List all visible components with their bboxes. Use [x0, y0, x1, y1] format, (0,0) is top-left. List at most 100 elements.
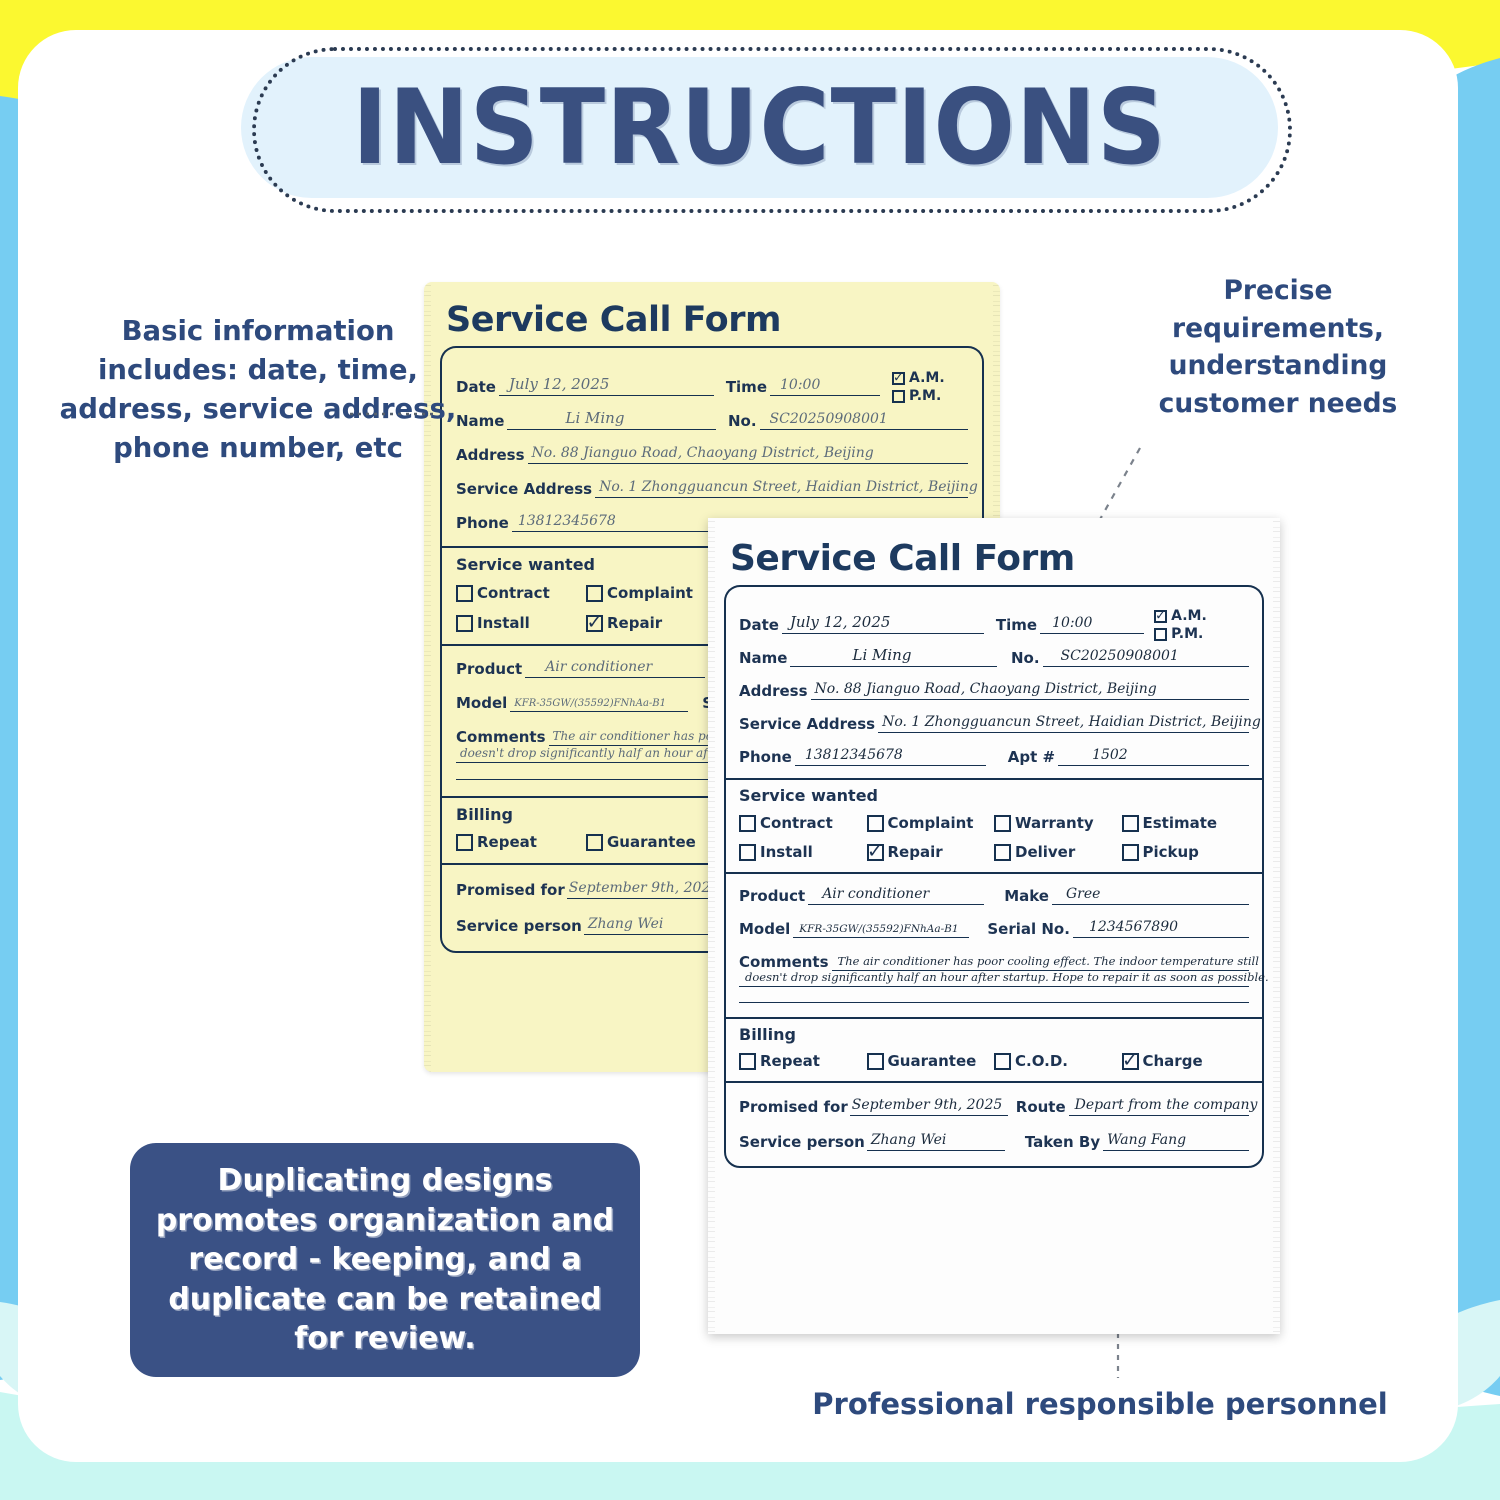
option-repeat[interactable]: Repeat	[456, 833, 586, 851]
option-complaint[interactable]: Complaint	[866, 814, 995, 832]
field-service-address[interactable]: No. 1 Zhongguancun Street, Haidian Distr…	[878, 714, 1261, 733]
field-route[interactable]: Depart from the company	[1068, 1097, 1257, 1116]
field-promised-for[interactable]: September 9th, 2025	[849, 1097, 1008, 1116]
value-time: 10:00	[1052, 615, 1093, 631]
option-guarantee[interactable]: Guarantee	[866, 1052, 995, 1070]
value-service-person: Zhang Wei	[587, 916, 664, 932]
field-product[interactable]: Air conditioner	[525, 659, 706, 678]
checkbox-repair[interactable]: ✓	[866, 842, 884, 861]
option-label: Repair	[887, 843, 943, 861]
option-estimate[interactable]: Estimate	[1121, 814, 1250, 832]
field-no[interactable]: SC20250908001	[1042, 648, 1250, 667]
option-repeat[interactable]: Repeat	[739, 1052, 867, 1070]
field-comments-line2[interactable]: doesn't drop significantly half an hour …	[739, 970, 1269, 987]
option-label: Repair	[607, 614, 663, 632]
checkbox-install[interactable]	[456, 614, 473, 632]
option-label: Contract	[760, 814, 833, 832]
option-c-o-d[interactable]: C.O.D.	[994, 1052, 1122, 1070]
check-glyph: ✓	[586, 611, 603, 634]
label-phone: Phone	[456, 514, 509, 532]
checkbox-install[interactable]	[739, 843, 756, 861]
field-service-person[interactable]: Zhang Wei	[866, 1132, 1005, 1151]
option-install[interactable]: Install	[739, 843, 867, 861]
option-contract[interactable]: Contract	[456, 584, 586, 602]
checkbox-repeat[interactable]	[739, 1052, 756, 1070]
option-label: Guarantee	[887, 1052, 977, 1070]
value-comments-line1: The air conditioner has poor cooling eff…	[837, 954, 1259, 968]
checkbox-c-o-d[interactable]	[994, 1052, 1011, 1070]
field-make[interactable]: Gree	[1051, 886, 1249, 905]
field-comments-line3[interactable]	[739, 1002, 1249, 1003]
section-title-service-wanted: Service wanted	[739, 786, 879, 805]
field-no[interactable]: SC20250908001	[759, 411, 969, 430]
field-apt[interactable]: 1502	[1058, 747, 1249, 766]
option-warranty[interactable]: Warranty	[994, 814, 1122, 832]
checkbox-repeat[interactable]	[456, 833, 473, 851]
option-guarantee[interactable]: Guarantee	[586, 833, 716, 851]
field-address[interactable]: No. 88 Jianguo Road, Chaoyang District, …	[527, 445, 968, 464]
checkbox-complaint[interactable]	[586, 584, 603, 602]
checkbox-pickup[interactable]	[1121, 843, 1139, 861]
option-label: Warranty	[1015, 814, 1094, 832]
section-title-billing: Billing	[456, 805, 513, 824]
field-name[interactable]: Li Ming	[790, 646, 997, 667]
field-service-person[interactable]: Zhang Wei	[583, 916, 720, 935]
checkbox-pm[interactable]	[892, 389, 905, 403]
callout-duplicating-designs: Duplicating designs promotes organizatio…	[130, 1143, 640, 1377]
field-time[interactable]: 10:00	[1040, 615, 1145, 634]
value-product: Air conditioner	[545, 659, 653, 675]
checkbox-warranty[interactable]	[994, 814, 1011, 832]
option-repair[interactable]: ✓ Repair	[586, 611, 716, 634]
label-promised-for: Promised for	[739, 1098, 848, 1116]
option-contract[interactable]: Contract	[739, 814, 867, 832]
value-serial-no: 1234567890	[1088, 919, 1179, 935]
label-date: Date	[739, 616, 779, 634]
checkbox-complaint[interactable]	[866, 814, 884, 832]
field-address[interactable]: No. 88 Jianguo Road, Chaoyang District, …	[810, 681, 1249, 700]
annotation-basic-information: Basic information includes: date, time, …	[59, 315, 457, 465]
field-date[interactable]: July 12, 2025	[498, 375, 714, 396]
service-call-form-original[interactable]: Service Call Form Date July 12, 2025 Tim…	[708, 518, 1280, 1334]
field-phone[interactable]: 13812345678	[794, 747, 986, 766]
label-service-person: Service person	[739, 1133, 865, 1151]
checkbox-guarantee[interactable]	[866, 1052, 884, 1070]
option-label: Contract	[477, 584, 550, 602]
label-service-person: Service person	[456, 917, 582, 935]
field-time[interactable]: 10:00	[770, 377, 880, 396]
field-name[interactable]: Li Ming	[507, 409, 716, 430]
checkbox-charge[interactable]: ✓	[1121, 1051, 1139, 1070]
label-address: Address	[456, 446, 525, 464]
option-deliver[interactable]: Deliver	[994, 843, 1122, 861]
value-model: KFR-35GW/(35592)FNhAa-B1	[799, 923, 959, 935]
field-serial-no[interactable]: 1234567890	[1072, 919, 1250, 938]
checkbox-pm[interactable]	[1154, 627, 1168, 641]
value-service-address: No. 1 Zhongguancun Street, Haidian Distr…	[599, 479, 978, 495]
option-complaint[interactable]: Complaint	[586, 584, 716, 602]
value-no: SC20250908001	[1060, 648, 1179, 664]
field-model[interactable]: KFR-35GW/(35592)FNhAa-B1	[793, 923, 970, 938]
field-model[interactable]: KFR-35GW/(35592)FNhAa-B1	[510, 698, 689, 712]
option-label: Deliver	[1015, 843, 1076, 861]
field-service-address[interactable]: No. 1 Zhongguancun Street, Haidian Distr…	[595, 479, 978, 498]
option-install[interactable]: Install	[456, 614, 586, 632]
checkbox-am[interactable]: ✓	[892, 371, 905, 385]
label-no: No.	[727, 412, 757, 430]
checkbox-contract[interactable]	[456, 584, 473, 602]
option-charge[interactable]: ✓ Charge	[1121, 1051, 1250, 1070]
checkbox-repair[interactable]: ✓	[586, 611, 603, 634]
field-product[interactable]: Air conditioner	[808, 886, 985, 905]
field-taken-by[interactable]: Wang Fang	[1103, 1132, 1249, 1151]
field-date[interactable]: July 12, 2025	[781, 613, 984, 634]
option-repair[interactable]: ✓ Repair	[866, 842, 995, 861]
option-label: Install	[760, 843, 813, 861]
checkbox-contract[interactable]	[739, 814, 756, 832]
field-promised-for[interactable]: September 9th, 2025	[566, 880, 727, 899]
checkbox-am[interactable]: ✓	[1154, 609, 1168, 623]
label-name: Name	[739, 649, 788, 667]
option-pickup[interactable]: Pickup	[1121, 843, 1250, 861]
field-comments-line1[interactable]: The air conditioner has poor cooling eff…	[831, 954, 1259, 971]
checkbox-guarantee[interactable]	[586, 833, 603, 851]
checkbox-estimate[interactable]	[1121, 814, 1139, 832]
label-pm: P.M.	[1171, 626, 1204, 642]
checkbox-deliver[interactable]	[994, 843, 1011, 861]
